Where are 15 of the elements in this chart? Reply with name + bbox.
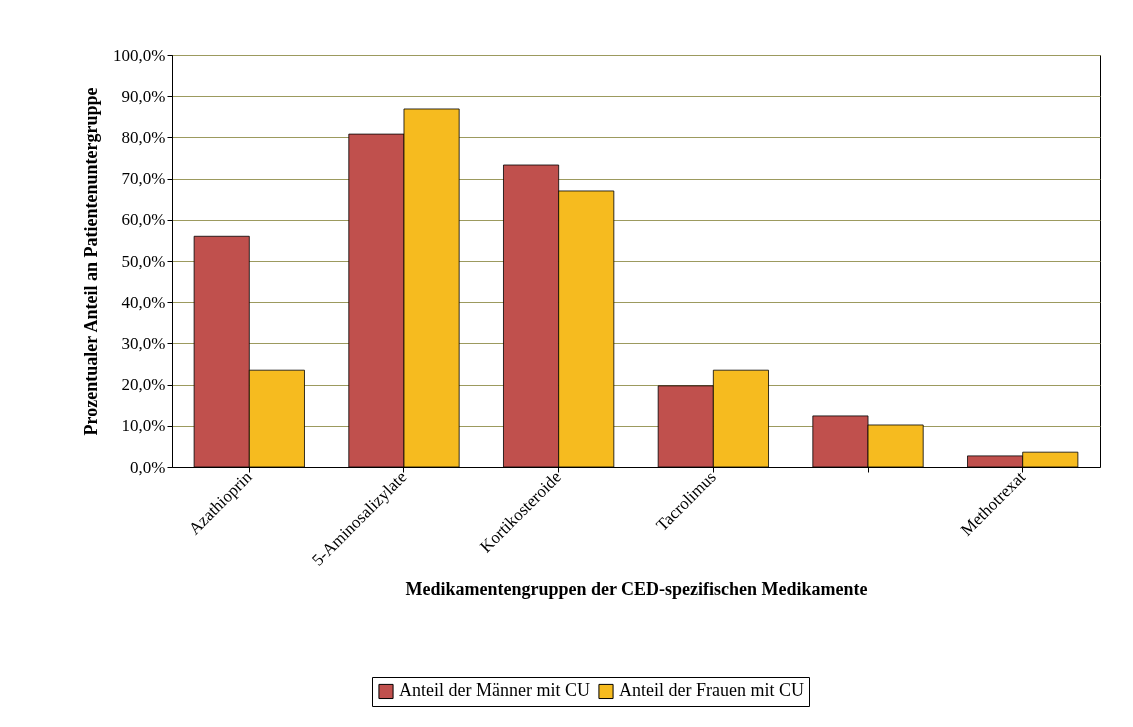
y-tick-label: 100,0% xyxy=(113,45,166,65)
y-tick-label: 90,0% xyxy=(121,86,166,106)
y-tick-label: 60,0% xyxy=(121,210,166,230)
y-tick-label: 0,0% xyxy=(130,457,166,477)
legend-label: Anteil der Frauen mit CU xyxy=(619,680,804,701)
y-tick-label: 80,0% xyxy=(121,127,166,147)
y-tick-label: 20,0% xyxy=(121,375,166,395)
y-tick-label: 50,0% xyxy=(121,251,166,271)
legend-label: Anteil der Männer mit CU xyxy=(399,680,590,701)
y-tick-label: 70,0% xyxy=(121,169,166,189)
y-tick-label: 40,0% xyxy=(121,292,166,312)
y-axis-title: Prozentualer Anteil an Patientenuntergruppe xyxy=(81,87,102,436)
y-tick-label: 10,0% xyxy=(121,416,166,436)
y-tick-label: 30,0% xyxy=(121,333,166,353)
x-axis-title: Medikamentengruppen der CED-spezifischen Medikamente xyxy=(405,578,868,599)
